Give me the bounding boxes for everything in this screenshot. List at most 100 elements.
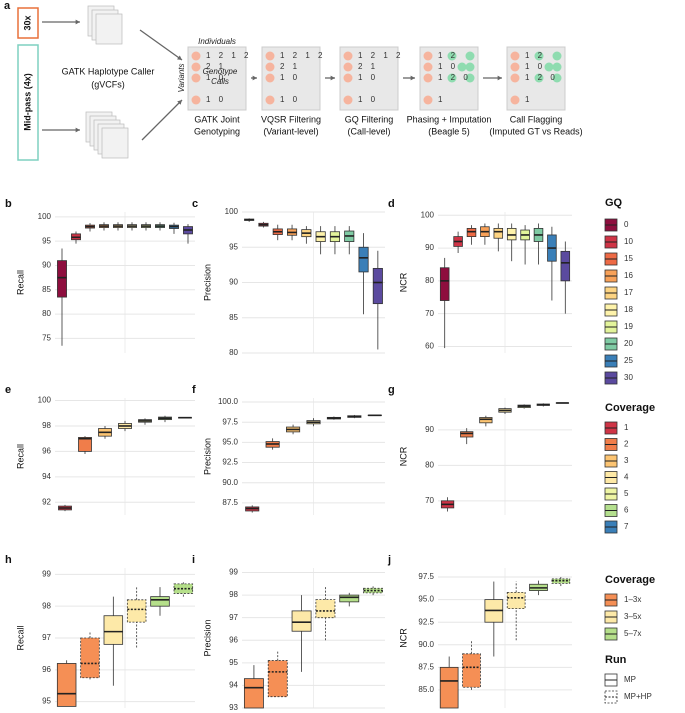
genotype-digits: 1 2 1 2 <box>280 51 325 60</box>
genotype-digits: 1 <box>525 95 532 104</box>
genotype-digits: 1 0 <box>358 73 378 82</box>
legend-label: 19 <box>624 322 633 331</box>
genotype-digits: 1 0 <box>525 62 545 71</box>
y-tick-label: 100.0 <box>218 397 239 406</box>
box <box>173 583 194 594</box>
legend-label: 17 <box>624 288 633 297</box>
panel-label: g <box>388 384 395 396</box>
panel-label: c <box>192 198 198 210</box>
legend-label: 0 <box>624 220 629 229</box>
variant-dot <box>265 62 275 72</box>
box <box>80 637 100 679</box>
box <box>358 246 369 273</box>
legend-label: 15 <box>624 254 633 263</box>
legend-title: Coverage <box>605 574 655 586</box>
legend-label: 5 <box>624 489 629 498</box>
input-label: Mid-pass (4x) <box>22 73 32 131</box>
box <box>267 660 288 698</box>
step-label: (Imputed GT vs Reads) <box>489 126 582 136</box>
y-tick-label: 80 <box>42 309 51 318</box>
genotype-digits: 1 0 <box>206 73 226 82</box>
y-axis-label: Precision <box>202 438 212 475</box>
y-axis-label: Precision <box>202 619 212 656</box>
step-label: (Call-level) <box>347 126 390 136</box>
variant-dot <box>343 73 353 83</box>
box <box>78 437 92 452</box>
variant-dot <box>423 73 433 83</box>
legend-title: Run <box>605 654 627 666</box>
variant-dot <box>265 73 275 83</box>
grid-label: Calls <box>211 77 229 86</box>
variant-dot <box>423 95 433 105</box>
variant-dot <box>191 95 201 105</box>
legend-label: 6 <box>624 506 629 515</box>
panel-label: b <box>5 198 12 210</box>
genotype-digits: 1 <box>438 95 445 104</box>
variant-dot <box>265 95 275 105</box>
y-tick-label: 87.5 <box>418 662 434 671</box>
y-tick-label: 99 <box>229 568 238 577</box>
variant-dot <box>191 73 201 83</box>
y-tick-label: 97.5 <box>222 417 238 426</box>
panel-label: a <box>4 0 11 12</box>
panel-label: h <box>5 554 12 566</box>
genotype-digits: 2 1 <box>358 62 378 71</box>
y-tick-label: 87.5 <box>222 498 238 507</box>
y-tick-label: 98 <box>42 421 51 430</box>
genotype-dot <box>465 62 475 72</box>
y-tick-label: 95.0 <box>222 437 238 446</box>
box <box>460 431 474 438</box>
variant-dot <box>510 51 520 61</box>
y-tick-label: 75 <box>42 334 51 343</box>
box <box>493 227 504 239</box>
genotype-digits: 1 2 0 <box>525 73 558 82</box>
y-tick-label: 80 <box>229 348 238 357</box>
variant-dot <box>191 62 201 72</box>
arrow-head <box>177 55 182 60</box>
y-tick-label: 80 <box>425 460 434 469</box>
legend-label: MP <box>624 675 636 684</box>
box <box>339 594 360 603</box>
genotype-digits: 1 0 <box>280 73 300 82</box>
variant-dot <box>510 62 520 72</box>
legend-label: 30 <box>624 373 633 382</box>
legend-title: Coverage <box>605 402 655 414</box>
arrow <box>139 29 183 61</box>
columns-label: Individuals <box>198 37 236 46</box>
arrow-head <box>177 100 182 105</box>
y-tick-label: 70 <box>425 496 434 505</box>
file-icon <box>101 127 129 159</box>
box <box>315 599 336 619</box>
panel-label: j <box>387 554 391 566</box>
y-tick-label: 95 <box>229 242 238 251</box>
arrow-head <box>75 19 80 25</box>
box <box>56 663 77 707</box>
rows-label: Variants <box>177 63 186 92</box>
y-tick-label: 94 <box>229 681 238 690</box>
y-tick-label: 60 <box>425 342 434 351</box>
panel-label: e <box>5 384 11 396</box>
y-tick-label: 85 <box>42 285 51 294</box>
y-tick-label: 85 <box>229 313 238 322</box>
y-tick-label: 90 <box>42 261 51 270</box>
genotype-dot <box>465 73 475 83</box>
step-label: GQ Filtering <box>345 114 394 124</box>
step-label: GATK Joint <box>194 114 240 124</box>
arrow-head <box>75 127 80 133</box>
y-tick-label: 98 <box>42 601 51 610</box>
genotype-dot <box>552 51 562 61</box>
caller-label: GATK Haplotype Caller <box>62 66 155 76</box>
legend-label: 16 <box>624 271 633 280</box>
caller-label: (gVCFs) <box>91 79 125 89</box>
legend-label: 20 <box>624 339 633 348</box>
genotype-dot <box>465 51 475 61</box>
genotype-digits: 1 0 <box>358 95 378 104</box>
box <box>57 260 67 298</box>
genotype-dot <box>552 62 562 72</box>
variant-dot <box>343 62 353 72</box>
y-tick-label: 90.0 <box>222 478 238 487</box>
y-axis-label: Precision <box>202 264 212 301</box>
arrow-head <box>252 75 257 81</box>
genotype-dot <box>552 73 562 83</box>
genotype-digits: 2 1 <box>280 62 300 71</box>
